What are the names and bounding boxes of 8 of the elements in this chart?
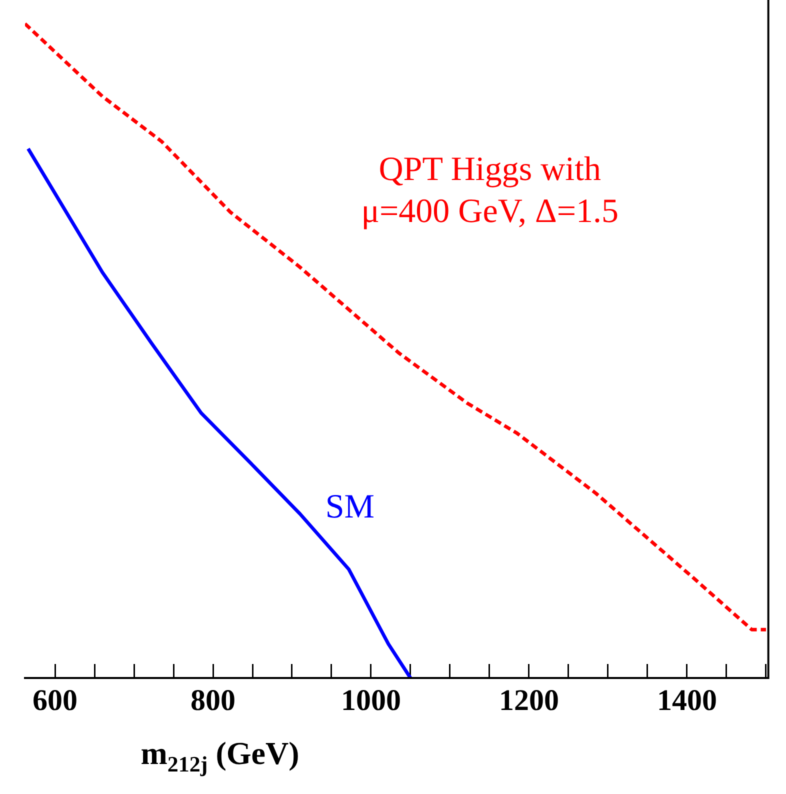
x-tick-label: 1400 bbox=[656, 684, 717, 717]
series-label: SM bbox=[325, 488, 374, 526]
x-tick-label: 1000 bbox=[340, 684, 401, 717]
x-axis-title: m$_{212j}$ (GeV) bbox=[140, 735, 300, 778]
text: QPT Higgs with μ=400 GeV, Δ=1.5 bbox=[361, 151, 619, 230]
x-tick-label: 1200 bbox=[498, 684, 559, 717]
x-tick-label: 600 bbox=[32, 684, 78, 717]
x-tick-label: 800 bbox=[190, 684, 236, 717]
